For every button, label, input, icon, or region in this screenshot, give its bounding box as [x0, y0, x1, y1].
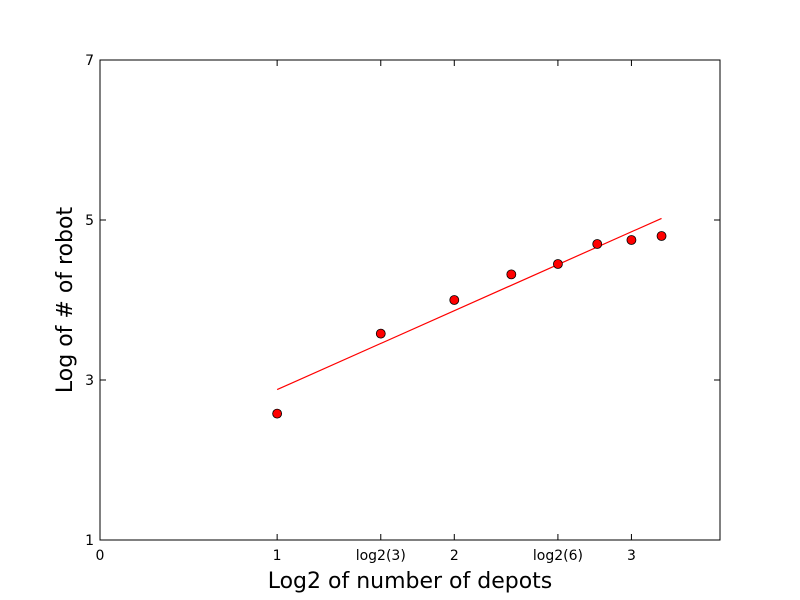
plot-frame	[99, 59, 721, 541]
data-point	[272, 408, 283, 419]
data-point	[656, 231, 667, 241]
x-tick-label: 0	[96, 548, 105, 564]
data-point	[449, 295, 460, 305]
y-axis-label: Log of # of robot	[53, 207, 78, 394]
y-tick-label: 3	[85, 373, 94, 389]
x-tick-label: 1	[273, 548, 282, 564]
x-tick-label: 3	[627, 548, 636, 564]
data-point	[553, 259, 563, 269]
x-tick-label: log2(3)	[356, 548, 406, 564]
y-tick-label: 5	[85, 213, 94, 229]
series-points-group	[272, 231, 667, 419]
data-point	[506, 269, 517, 280]
data-point	[626, 235, 637, 245]
y-tick-label: 7	[85, 53, 94, 69]
x-tick-label: log2(6)	[533, 548, 583, 564]
x-tick-label: 2	[450, 548, 459, 564]
data-point	[592, 239, 603, 249]
y-tick-label: 1	[85, 533, 94, 549]
plot-area	[100, 60, 720, 540]
x-axis-label: Log2 of number of depots	[268, 569, 553, 594]
data-point	[375, 328, 386, 339]
